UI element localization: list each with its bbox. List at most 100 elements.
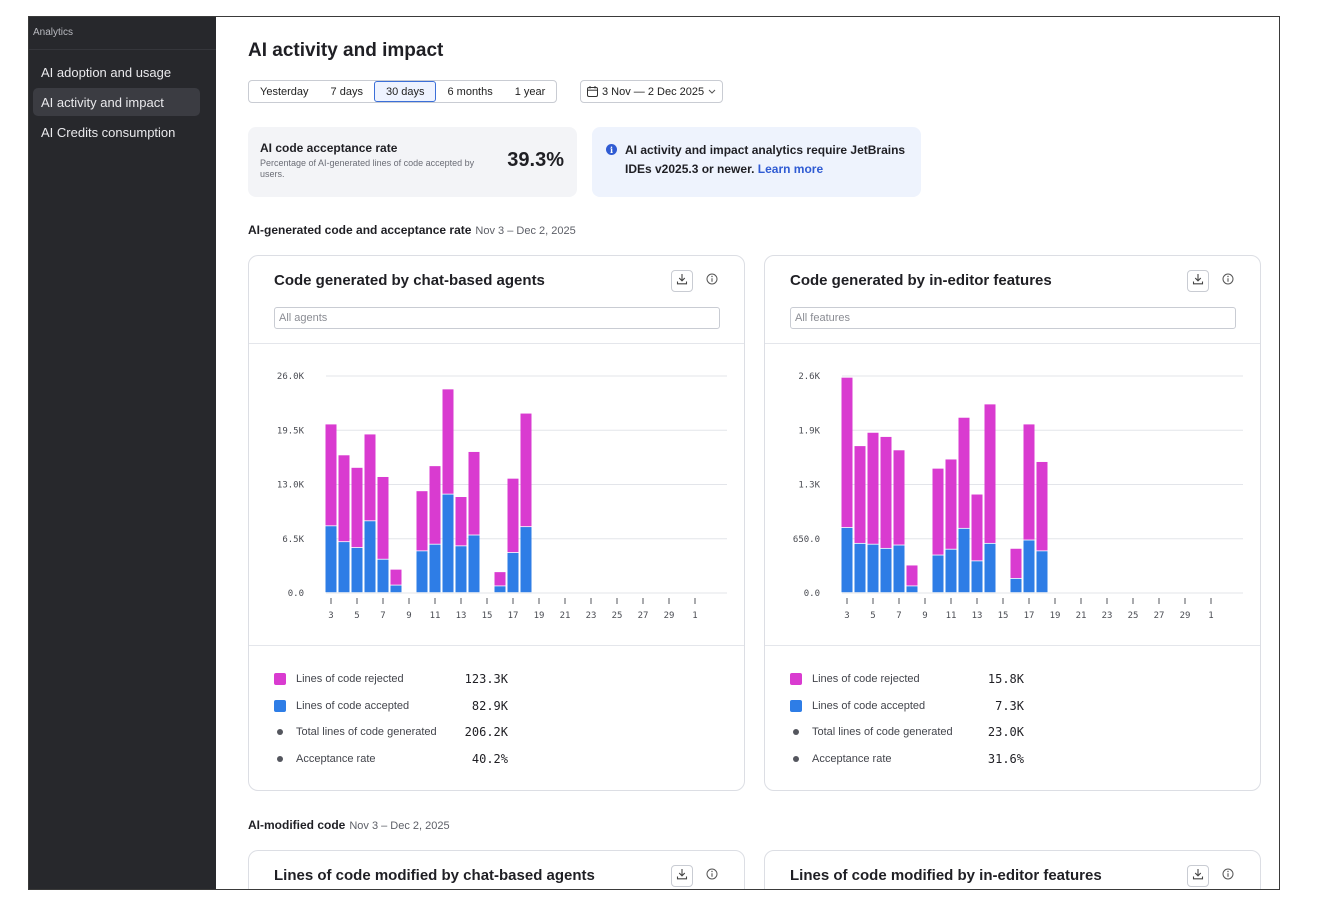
kpi-title: AI code acceptance rate bbox=[260, 141, 398, 155]
y-tick-label: 6.5K bbox=[282, 535, 304, 545]
legend-label: Lines of code rejected bbox=[812, 673, 920, 686]
card-header: Code generated by in-editor features All… bbox=[765, 256, 1260, 344]
bar-accepted bbox=[442, 494, 454, 593]
download-icon bbox=[676, 272, 688, 290]
bar-rejected bbox=[338, 455, 350, 542]
legend-label: Lines of code accepted bbox=[296, 699, 410, 712]
bar-accepted bbox=[416, 551, 428, 593]
bar-accepted bbox=[455, 546, 467, 593]
card-header: Lines of code modified by in-editor feat… bbox=[765, 851, 1260, 889]
x-tick-label: 25 bbox=[1128, 611, 1139, 621]
x-tick-label: 13 bbox=[456, 611, 467, 621]
x-tick-label: 21 bbox=[560, 611, 571, 621]
info-button[interactable] bbox=[701, 270, 723, 292]
legend-swatch-rejected bbox=[790, 673, 802, 686]
date-range-picker[interactable]: 3 Nov — 2 Dec 2025 bbox=[580, 80, 724, 103]
legend-label: Acceptance rate bbox=[296, 752, 376, 765]
calendar-icon bbox=[587, 86, 598, 97]
bar-rejected bbox=[906, 565, 918, 586]
bar-accepted bbox=[893, 545, 905, 593]
info-icon: i bbox=[606, 144, 617, 155]
range-1-year-button[interactable]: 1 year bbox=[514, 85, 546, 98]
section-date: Nov 3 – Dec 2, 2025 bbox=[475, 225, 576, 237]
chart-legend: Lines of code rejected 123.3K Lines of c… bbox=[249, 646, 744, 772]
legend-label: Lines of code rejected bbox=[296, 673, 404, 686]
info-circle-icon bbox=[1222, 272, 1234, 290]
sidebar-item-label: AI Credits consumption bbox=[41, 124, 176, 140]
time-range-selector: Yesterday 7 days 30 days 6 months 1 year bbox=[248, 80, 558, 103]
x-tick-label: 29 bbox=[664, 611, 675, 621]
x-tick-label: 27 bbox=[638, 611, 649, 621]
legend-label: Total lines of code generated bbox=[812, 726, 953, 739]
range-30-days-button[interactable]: 30 days bbox=[373, 81, 437, 102]
bar-rejected bbox=[945, 459, 957, 549]
sidebar-item-label: AI activity and impact bbox=[41, 94, 164, 110]
bar-accepted bbox=[351, 547, 363, 593]
banner-message: AI activity and impact analytics require… bbox=[625, 143, 906, 176]
legend-dot bbox=[277, 755, 283, 762]
x-tick-label: 5 bbox=[354, 611, 359, 621]
info-button[interactable] bbox=[701, 865, 723, 887]
sidebar: Analytics AI adoption and usage AI activ… bbox=[29, 17, 216, 889]
x-tick-label: 7 bbox=[896, 611, 901, 621]
download-button[interactable] bbox=[671, 865, 693, 887]
legend-value: 31.6% bbox=[987, 751, 1024, 766]
range-7-days-button[interactable]: 7 days bbox=[330, 85, 363, 98]
features-filter-input[interactable]: All features bbox=[790, 307, 1236, 329]
download-button[interactable] bbox=[671, 270, 693, 292]
agents-filter-input[interactable]: All agents bbox=[274, 307, 720, 329]
legend-value: 7.3K bbox=[995, 698, 1024, 713]
card-title: Code generated by chat-based agents bbox=[274, 272, 545, 289]
sidebar-item-ai-activity[interactable]: AI activity and impact bbox=[33, 88, 200, 116]
bar-rejected bbox=[507, 478, 519, 553]
kpi-value: 39.3% bbox=[507, 149, 564, 171]
bar-accepted bbox=[520, 527, 532, 593]
range-yesterday-button[interactable]: Yesterday bbox=[260, 85, 309, 98]
bar-accepted bbox=[429, 544, 441, 593]
info-button[interactable] bbox=[1217, 865, 1239, 887]
bar-accepted bbox=[325, 526, 337, 593]
bar-accepted bbox=[958, 528, 970, 593]
bar-accepted bbox=[494, 586, 506, 593]
x-tick-label: 3 bbox=[328, 611, 333, 621]
bar-rejected bbox=[390, 569, 402, 585]
legend-value: 40.2% bbox=[471, 751, 508, 766]
legend-swatch-rejected bbox=[274, 673, 286, 686]
range-6-months-button[interactable]: 6 months bbox=[447, 85, 493, 98]
bar-rejected bbox=[520, 413, 532, 527]
modified-in-editor-features-card: Lines of code modified by in-editor feat… bbox=[764, 850, 1261, 889]
sidebar-item-ai-adoption[interactable]: AI adoption and usage bbox=[33, 58, 200, 86]
x-tick-label: 27 bbox=[1154, 611, 1165, 621]
chevron-down-icon bbox=[708, 89, 716, 95]
download-button[interactable] bbox=[1187, 270, 1209, 292]
download-button[interactable] bbox=[1187, 865, 1209, 887]
modified-chat-agents-card: Lines of code modified by chat-based age… bbox=[248, 850, 745, 889]
bar-rejected bbox=[958, 417, 970, 528]
bar-rejected bbox=[377, 476, 389, 559]
bar-rejected bbox=[442, 389, 454, 494]
legend-label: Total lines of code generated bbox=[296, 726, 437, 739]
bar-rejected bbox=[1036, 461, 1048, 551]
legend-row-accepted: Lines of code accepted 82.9K bbox=[274, 693, 744, 720]
x-tick-label: 17 bbox=[1024, 611, 1035, 621]
info-button[interactable] bbox=[1217, 270, 1239, 292]
learn-more-link[interactable]: Learn more bbox=[757, 162, 824, 176]
y-tick-label: 2.6K bbox=[798, 372, 820, 382]
bar-rejected bbox=[867, 432, 879, 544]
legend-label: Acceptance rate bbox=[812, 752, 892, 765]
card-header: Code generated by chat-based agents All … bbox=[249, 256, 744, 344]
bar-accepted bbox=[945, 549, 957, 593]
legend-row-total: Total lines of code generated 23.0K bbox=[790, 719, 1260, 746]
legend-row-acceptance-rate: Acceptance rate 40.2% bbox=[274, 746, 744, 773]
bar-rejected bbox=[841, 377, 853, 528]
bar-accepted bbox=[906, 586, 918, 593]
y-tick-label: 1.3K bbox=[798, 481, 820, 491]
bar-rejected bbox=[880, 436, 892, 548]
sidebar-item-ai-credits[interactable]: AI Credits consumption bbox=[33, 118, 200, 146]
legend-dot bbox=[277, 729, 283, 736]
bar-accepted bbox=[377, 559, 389, 593]
in-editor-features-bar-chart: 0.0 650.0 1.3K 1.9K 2.6K 3 5 7 9 11 13 15 17 19 21 23 25… bbox=[793, 372, 1243, 621]
bar-rejected bbox=[429, 466, 441, 544]
x-tick-label: 15 bbox=[482, 611, 493, 621]
y-tick-label: 26.0K bbox=[277, 372, 305, 382]
